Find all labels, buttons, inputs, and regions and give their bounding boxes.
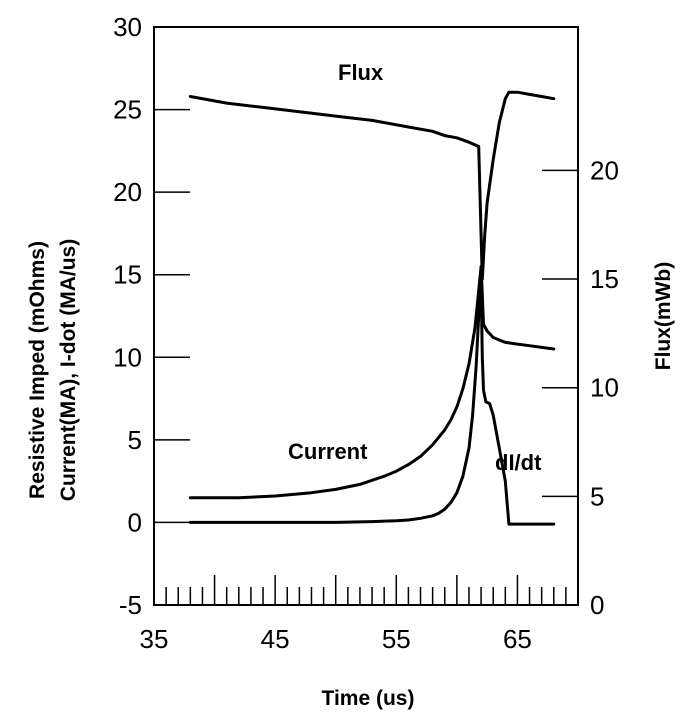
- series-line-flux: [188, 90, 556, 281]
- series-line-didt: [188, 281, 556, 526]
- y-axis-title-left-1: Resistive Imped (mOhms): [26, 241, 49, 499]
- y-left-tick-label: 25: [113, 95, 142, 125]
- y-left-tick-label: 30: [113, 12, 142, 42]
- series-lines: [188, 90, 556, 526]
- y-left-tick-label: -5: [119, 590, 142, 620]
- y-axis-title-right: Flux(mWb): [652, 262, 675, 370]
- y-left-tick-label: 0: [128, 507, 142, 537]
- y-right-tick-label: 10: [590, 373, 619, 403]
- y-right-tick-label: 20: [590, 155, 619, 185]
- annotation-flux: Flux: [338, 60, 384, 85]
- y-left-tick-label: 20: [113, 177, 142, 207]
- ticks: [154, 26, 579, 606]
- x-tick-label: 55: [382, 624, 411, 654]
- y-right-tick-label: 0: [590, 590, 604, 620]
- tick-labels: 35 45 55 65 -5 0 5 10 15 20 25 30 0 5 10 15 20: [113, 12, 619, 654]
- y-axis-title-left-2: Current(MA), I-dot (MA/us): [57, 239, 80, 501]
- annotation-didt: dI/dt: [495, 450, 542, 475]
- y-left-tick-label: 10: [113, 342, 142, 372]
- annotation-current: Current: [288, 439, 368, 464]
- series-line-current: [188, 265, 556, 500]
- y-right-tick-label: 5: [590, 481, 604, 511]
- x-tick-label: 35: [140, 624, 169, 654]
- y-left-tick-label: 15: [113, 260, 142, 290]
- x-axis-title: Time (us): [322, 687, 415, 710]
- y-left-tick-label: 5: [128, 425, 142, 455]
- plot-frame: [153, 26, 579, 606]
- x-tick-label: 45: [261, 624, 290, 654]
- x-tick-label: 65: [503, 624, 532, 654]
- y-right-tick-label: 15: [590, 264, 619, 294]
